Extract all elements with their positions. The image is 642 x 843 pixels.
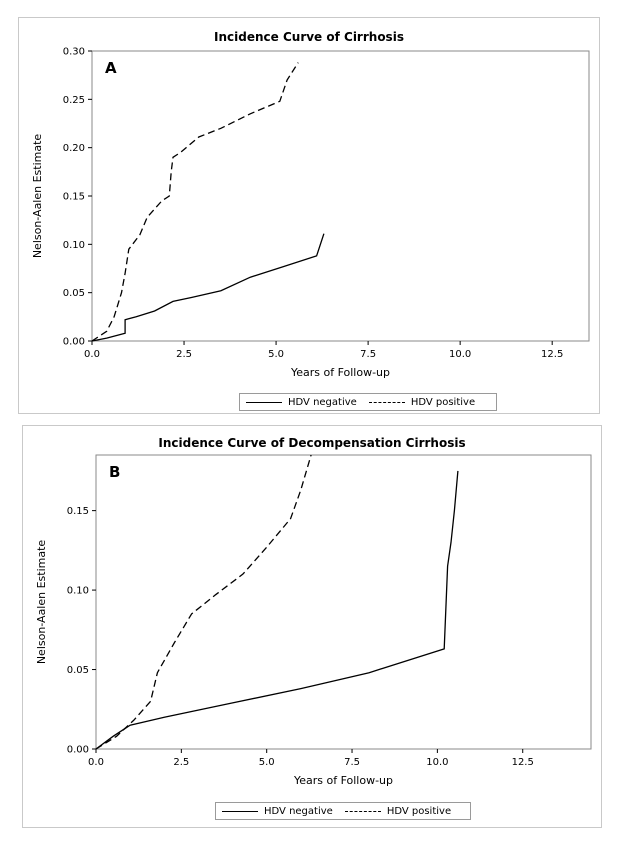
dashed-line-swatch <box>368 401 405 403</box>
x-tick-label: 2.5 <box>176 349 192 360</box>
panel-label: B <box>109 463 120 481</box>
x-tick-label: 7.5 <box>360 349 376 360</box>
panel-label: A <box>105 59 117 77</box>
x-tick-label: 10.0 <box>449 349 471 360</box>
chart-title: Incidence Curve of Decompensation Cirrho… <box>158 436 466 450</box>
legend-label: HDV positive <box>386 805 452 817</box>
y-tick-label: 0.10 <box>63 240 85 251</box>
x-axis-label: Years of Follow-up <box>293 774 393 787</box>
y-tick-label: 0.05 <box>63 288 85 299</box>
y-tick-label: 0.00 <box>67 745 89 756</box>
legend-item-hdv-positive: HDV positive <box>344 805 452 817</box>
series-line-hdv-positive <box>95 454 312 750</box>
y-tick-label: 0.00 <box>63 337 85 348</box>
chart-legend: HDV negative HDV positive <box>215 802 471 820</box>
x-tick-label: 0.0 <box>84 349 100 360</box>
y-tick-label: 0.10 <box>67 586 89 597</box>
legend-label: HDV negative <box>288 396 357 408</box>
x-axis-label: Years of Follow-up <box>290 366 390 379</box>
dashed-line-swatch <box>344 810 381 812</box>
x-tick-label: 5.0 <box>268 349 284 360</box>
legend-item-hdv-positive: HDV positive <box>368 396 476 408</box>
legend-label: HDV positive <box>410 396 476 408</box>
x-tick-label: 12.5 <box>512 757 534 768</box>
y-tick-label: 0.30 <box>63 47 85 58</box>
chart-panel-b: Incidence Curve of Decompensation Cirrho… <box>22 425 602 828</box>
x-tick-label: 0.0 <box>88 757 104 768</box>
x-tick-label: 7.5 <box>344 757 360 768</box>
y-tick-label: 0.25 <box>63 95 85 106</box>
series-line-hdv-negative <box>91 233 325 342</box>
legend-item-hdv-negative: HDV negative <box>246 397 357 408</box>
y-tick-label: 0.05 <box>67 665 89 676</box>
solid-line-swatch <box>246 401 282 403</box>
y-tick-label: 0.20 <box>63 143 85 154</box>
chart-plot-b: B 0.0 2.5 5.0 7.5 10.0 12.5 0.00 0.05 0.10 0.15 Yea… <box>35 454 592 787</box>
y-axis-label: Nelson-Aalen Estimate <box>31 134 44 259</box>
legend-item-hdv-negative: HDV negative <box>222 806 333 817</box>
chart-panel-a: Incidence Curve of Cirrhosis A 0.0 2.5 5.0 7… <box>18 17 600 414</box>
x-tick-label: 10.0 <box>426 757 448 768</box>
y-tick-label: 0.15 <box>67 506 89 517</box>
chart-title: Incidence Curve of Cirrhosis <box>214 30 404 44</box>
y-tick-label: 0.15 <box>63 192 85 203</box>
x-tick-label: 12.5 <box>541 349 563 360</box>
solid-line-swatch <box>222 810 258 812</box>
chart-plot-a: A 0.0 2.5 5.0 7.5 10.0 12.5 0.00 0.05 0.10 0.15 0.2… <box>31 47 590 379</box>
legend-label: HDV negative <box>264 805 333 817</box>
series-line-hdv-positive <box>91 62 299 342</box>
plot-frame <box>91 50 590 342</box>
x-tick-label: 5.0 <box>259 757 275 768</box>
plot-frame <box>95 454 592 750</box>
y-axis-label: Nelson-Aalen Estimate <box>35 540 48 665</box>
chart-legend: HDV negative HDV positive <box>239 393 497 411</box>
x-tick-label: 2.5 <box>173 757 189 768</box>
series-line-hdv-negative <box>95 470 459 750</box>
